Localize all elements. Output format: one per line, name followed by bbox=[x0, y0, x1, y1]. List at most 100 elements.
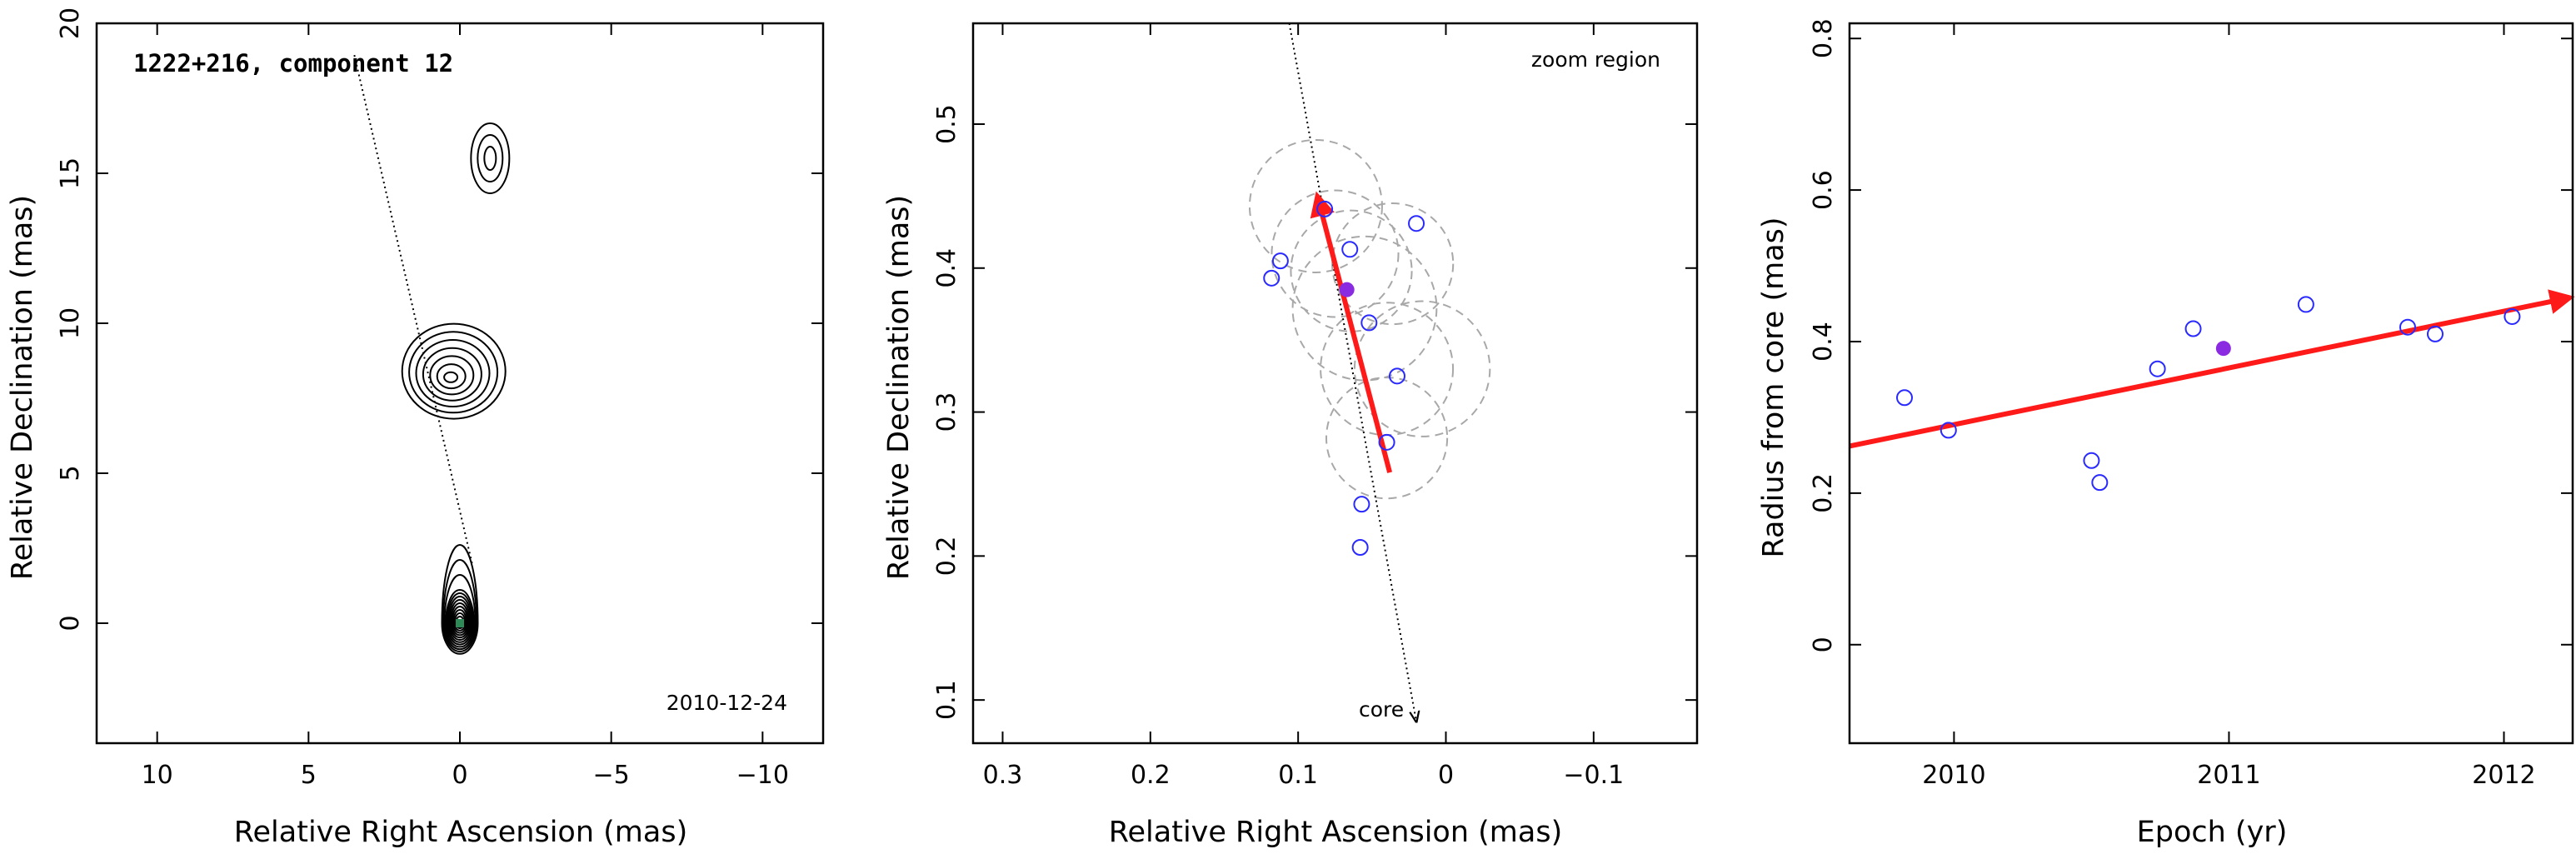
map-y-tick-label: 20 bbox=[56, 7, 85, 39]
zoom-x-tick-label: 0.1 bbox=[1278, 761, 1318, 790]
knot-contour bbox=[436, 363, 467, 390]
map-x-tick-label: 10 bbox=[142, 761, 173, 790]
map-y-tick-label: 0 bbox=[56, 615, 85, 631]
core-marker bbox=[456, 619, 464, 627]
data-point bbox=[1388, 367, 1405, 385]
core-contour bbox=[448, 599, 472, 641]
uncertainty-circle bbox=[1291, 235, 1438, 382]
zoom-y-axis-label: Relative Declination (mas) bbox=[882, 195, 916, 580]
data-point bbox=[2399, 318, 2416, 336]
data-point bbox=[1263, 269, 1281, 287]
zoom-y-tick-label: 0.1 bbox=[932, 680, 961, 720]
uncertainty-circle bbox=[1320, 302, 1455, 437]
radius-points bbox=[1896, 296, 2521, 492]
data-point bbox=[1271, 252, 1289, 270]
map-y-axis-label: Relative Declination (mas) bbox=[6, 195, 39, 580]
data-point bbox=[1360, 314, 1378, 332]
motion-vector-arrow bbox=[1310, 191, 1393, 473]
core-contour bbox=[443, 574, 477, 651]
core-label: core bbox=[1359, 697, 1404, 722]
knot-contour bbox=[408, 331, 499, 414]
map-x-tick-label: −10 bbox=[736, 761, 789, 790]
map-y-tick-label: 15 bbox=[56, 157, 85, 189]
data-point bbox=[1939, 422, 1957, 439]
data-point bbox=[2184, 320, 2202, 337]
zoom-ticks: 0.3 0.2 0.1 0 −0.1 0.1 0.2 0.3 0.4 0.5 bbox=[932, 23, 1697, 790]
map-y-tick-label: 10 bbox=[56, 307, 85, 339]
core-contour bbox=[451, 606, 469, 637]
data-point bbox=[1316, 200, 1334, 217]
zoom-x-tick-label: 0 bbox=[1438, 761, 1454, 790]
map-title: 1222+216, component 12 bbox=[133, 49, 453, 77]
knot-contour bbox=[443, 371, 459, 383]
core-contour bbox=[452, 609, 468, 634]
zoom-y-tick-label: 0.2 bbox=[932, 537, 961, 577]
core-contour bbox=[453, 612, 467, 632]
northern-knot-contour bbox=[477, 134, 504, 182]
zoom-x-tick-label: 0.2 bbox=[1131, 761, 1171, 790]
data-point bbox=[2149, 360, 2166, 377]
fit-line-arrow bbox=[1849, 289, 2575, 449]
data-point bbox=[2091, 474, 2109, 492]
data-point bbox=[2504, 307, 2521, 325]
position-points bbox=[1263, 200, 1425, 556]
highlight-point bbox=[2215, 341, 2231, 357]
data-point bbox=[1351, 538, 1369, 556]
highlight-point bbox=[1339, 282, 1355, 297]
data-point bbox=[2297, 296, 2314, 313]
zoom-x-axis-label: Relative Right Ascension (mas) bbox=[1109, 816, 1562, 849]
zoom-panel: 0.3 0.2 0.1 0 −0.1 0.1 0.2 0.3 0.4 0.5 zoom regio… bbox=[882, 22, 1699, 849]
contour-map-panel: 10 5 0 −5 −10 0 5 10 15 20 1222+216, component 12… bbox=[6, 7, 825, 849]
radius-y-tick-label: 0 bbox=[1809, 637, 1838, 652]
data-point bbox=[2426, 325, 2444, 342]
core-contour bbox=[442, 559, 478, 652]
uncertainty-circle bbox=[1325, 377, 1449, 500]
uncertainty-circle bbox=[1353, 300, 1491, 437]
map-y-tick-label: 5 bbox=[56, 465, 85, 481]
radius-ticks: 2010 2011 2012 0 0.2 0.4 0.6 0.8 bbox=[1809, 18, 2573, 790]
zoom-y-tick-label: 0.5 bbox=[932, 104, 961, 144]
uncertainty-circles bbox=[1248, 138, 1491, 500]
radius-panel: 2010 2011 2012 0 0.2 0.4 0.6 0.8 Epoch (yr) Rad… bbox=[1757, 18, 2575, 849]
radius-x-tick-label: 2012 bbox=[2472, 761, 2535, 790]
zoom-y-tick-label: 0.3 bbox=[932, 392, 961, 432]
radius-y-tick-label: 0.2 bbox=[1809, 473, 1838, 513]
radius-y-axis-label: Radius from core (mas) bbox=[1757, 217, 1790, 557]
zoom-y-tick-label: 0.4 bbox=[932, 248, 961, 288]
data-point bbox=[1896, 389, 1914, 407]
uncertainty-circle bbox=[1248, 138, 1383, 273]
map-x-tick-label: −5 bbox=[593, 761, 630, 790]
radius-x-axis-label: Epoch (yr) bbox=[2137, 816, 2288, 849]
zoom-x-tick-label: −0.1 bbox=[1563, 761, 1624, 790]
data-point bbox=[1341, 241, 1359, 258]
map-x-tick-label: 5 bbox=[301, 761, 317, 790]
core-direction-line bbox=[1288, 22, 1417, 722]
core-contour bbox=[444, 589, 476, 648]
radius-axes-frame bbox=[1848, 22, 2574, 745]
core-contour bbox=[447, 596, 473, 643]
jet-direction-line bbox=[352, 52, 473, 564]
zoom-region-label: zoom region bbox=[1531, 47, 1660, 72]
uncertainty-circle bbox=[1331, 202, 1455, 326]
data-point bbox=[1378, 433, 1395, 451]
radius-x-tick-label: 2011 bbox=[2197, 761, 2260, 790]
northern-knot-contour bbox=[483, 146, 497, 171]
uncertainty-circle bbox=[1271, 189, 1400, 318]
radius-x-tick-label: 2010 bbox=[1922, 761, 1985, 790]
core-contour bbox=[446, 592, 474, 646]
data-point bbox=[2083, 452, 2100, 469]
knot-contour bbox=[422, 347, 482, 402]
uncertainty-circle bbox=[1290, 209, 1413, 332]
map-ticks: 10 5 0 −5 −10 0 5 10 15 20 bbox=[56, 7, 823, 790]
northern-knot-contour bbox=[470, 122, 511, 194]
radius-y-tick-label: 0.8 bbox=[1809, 18, 1838, 58]
zoom-x-tick-label: 0.3 bbox=[983, 761, 1023, 790]
radius-y-tick-label: 0.4 bbox=[1809, 322, 1838, 362]
map-x-axis-label: Relative Right Ascension (mas) bbox=[234, 816, 687, 849]
knot-contour bbox=[401, 322, 507, 420]
knot-contour bbox=[415, 339, 491, 407]
map-x-tick-label: 0 bbox=[452, 761, 467, 790]
data-point bbox=[1353, 496, 1370, 513]
core-contour bbox=[449, 602, 471, 639]
